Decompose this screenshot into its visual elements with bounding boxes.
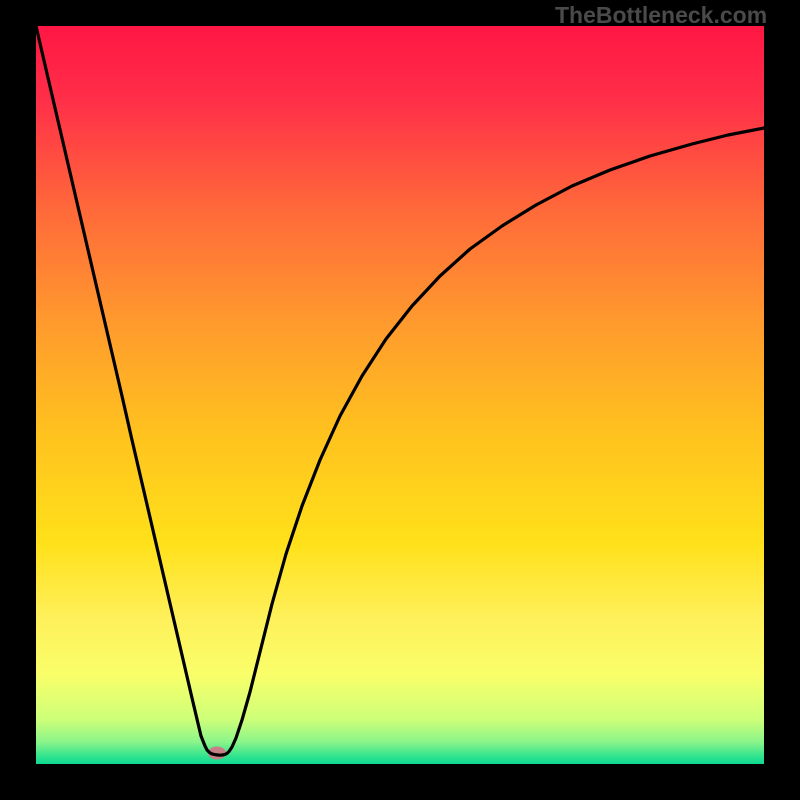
gradient-background <box>36 26 764 764</box>
chart-container: TheBottleneck.com <box>0 0 800 800</box>
watermark-label: TheBottleneck.com <box>555 2 767 29</box>
